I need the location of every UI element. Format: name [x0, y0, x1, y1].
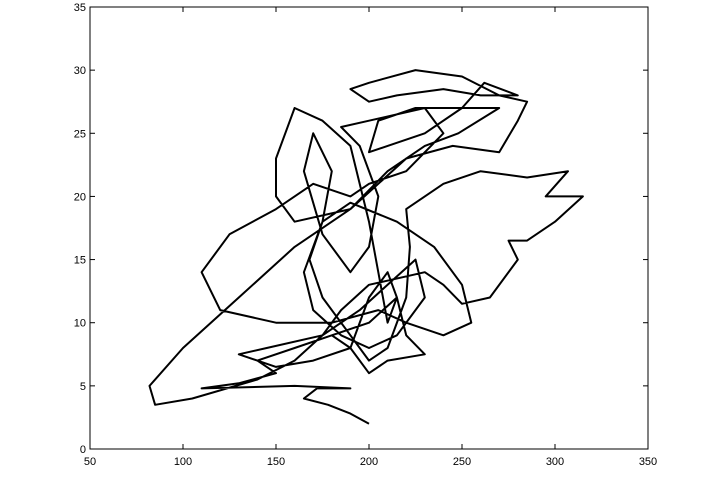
y-tick-label: 0 [80, 444, 86, 456]
x-tick-label: 100 [174, 456, 192, 468]
y-tick-label: 10 [74, 318, 86, 330]
x-tick-label: 50 [84, 456, 96, 468]
x-tick-label: 300 [546, 456, 564, 468]
x-tick-label: 200 [360, 456, 378, 468]
y-tick-label: 20 [74, 191, 86, 203]
plot-frame [89, 6, 649, 450]
y-tick-label: 25 [74, 128, 86, 140]
y-tick-label: 15 [74, 255, 86, 267]
x-tick-label: 250 [453, 456, 471, 468]
y-tick-label: 5 [80, 381, 86, 393]
x-tick-label: 150 [267, 456, 285, 468]
y-tick-label: 35 [74, 2, 86, 14]
y-tick-label: 30 [74, 65, 86, 77]
x-tick-label: 350 [639, 456, 657, 468]
trajectory-line [148, 69, 584, 425]
